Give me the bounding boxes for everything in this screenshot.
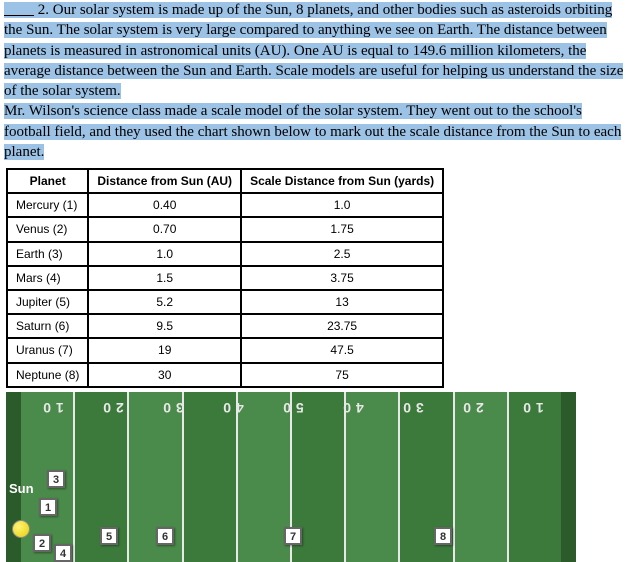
football-field: 102030405040302010 Sun 12345678	[6, 392, 576, 562]
table-row: Uranus (7)1947.5	[7, 338, 443, 362]
endzone-right	[561, 392, 576, 562]
planet-marker-7: 7	[284, 527, 302, 545]
table-row: Venus (2)0.701.75	[7, 217, 443, 241]
yard-stripe	[507, 392, 561, 562]
cell-yards: 47.5	[241, 338, 443, 362]
table-row: Mars (4)1.53.75	[7, 266, 443, 290]
table-row: Saturn (6)9.523.75	[7, 314, 443, 338]
cell-au: 9.5	[88, 314, 241, 338]
yard-stripe	[453, 392, 507, 562]
table-row: Earth (3)1.02.5	[7, 242, 443, 266]
question-text: 2. Our solar system is made up of the Su…	[0, 0, 630, 162]
cell-yards: 1.75	[241, 217, 443, 241]
cell-au: 0.40	[88, 193, 241, 217]
yard-stripe	[182, 392, 236, 562]
planet-marker-6: 6	[156, 527, 174, 545]
cell-planet: Mercury (1)	[7, 193, 88, 217]
yard-mark: 40	[201, 398, 261, 417]
planet-marker-4: 4	[54, 544, 72, 562]
planet-marker-5: 5	[100, 527, 118, 545]
cell-yards: 23.75	[241, 314, 443, 338]
table-row: Neptune (8)3075	[7, 363, 443, 387]
sun-label: Sun	[9, 480, 34, 498]
table-row: Jupiter (5)5.213	[7, 290, 443, 314]
col-yards: Scale Distance from Sun (yards)	[241, 169, 443, 193]
col-au: Distance from Sun (AU)	[88, 169, 241, 193]
yard-mark: 30	[141, 398, 201, 417]
cell-yards: 13	[241, 290, 443, 314]
sun-icon	[12, 520, 30, 538]
yard-mark: 40	[321, 398, 381, 417]
yard-mark: 10	[21, 398, 81, 417]
cell-yards: 3.75	[241, 266, 443, 290]
planet-marker-8: 8	[434, 527, 452, 545]
paragraph-2: Mr. Wilson's science class made a scale …	[4, 103, 621, 160]
cell-planet: Earth (3)	[7, 242, 88, 266]
cell-planet: Venus (2)	[7, 217, 88, 241]
planet-table: Planet Distance from Sun (AU) Scale Dist…	[6, 168, 444, 388]
planet-marker-3: 3	[47, 470, 65, 488]
cell-planet: Saturn (6)	[7, 314, 88, 338]
cell-au: 30	[88, 363, 241, 387]
yard-mark: 20	[441, 398, 501, 417]
paragraph-1: Our solar system is made up of the Sun, …	[4, 2, 623, 99]
planet-marker-2: 2	[33, 534, 51, 552]
cell-planet: Jupiter (5)	[7, 290, 88, 314]
planet-marker-1: 1	[39, 498, 57, 516]
blank-line	[4, 2, 34, 18]
col-planet: Planet	[7, 169, 88, 193]
yard-stripe	[344, 392, 398, 562]
yard-line-labels: 102030405040302010	[21, 398, 561, 417]
table-row: Mercury (1)0.401.0	[7, 193, 443, 217]
cell-au: 1.0	[88, 242, 241, 266]
cell-au: 19	[88, 338, 241, 362]
cell-au: 1.5	[88, 266, 241, 290]
cell-yards: 75	[241, 363, 443, 387]
yard-mark: 30	[381, 398, 441, 417]
cell-planet: Neptune (8)	[7, 363, 88, 387]
yard-mark: 50	[261, 398, 321, 417]
yard-stripe	[236, 392, 290, 562]
yard-mark: 20	[81, 398, 141, 417]
question-number: 2.	[38, 2, 49, 18]
cell-planet: Uranus (7)	[7, 338, 88, 362]
cell-au: 0.70	[88, 217, 241, 241]
cell-yards: 2.5	[241, 242, 443, 266]
yard-mark: 10	[501, 398, 561, 417]
cell-planet: Mars (4)	[7, 266, 88, 290]
cell-yards: 1.0	[241, 193, 443, 217]
cell-au: 5.2	[88, 290, 241, 314]
